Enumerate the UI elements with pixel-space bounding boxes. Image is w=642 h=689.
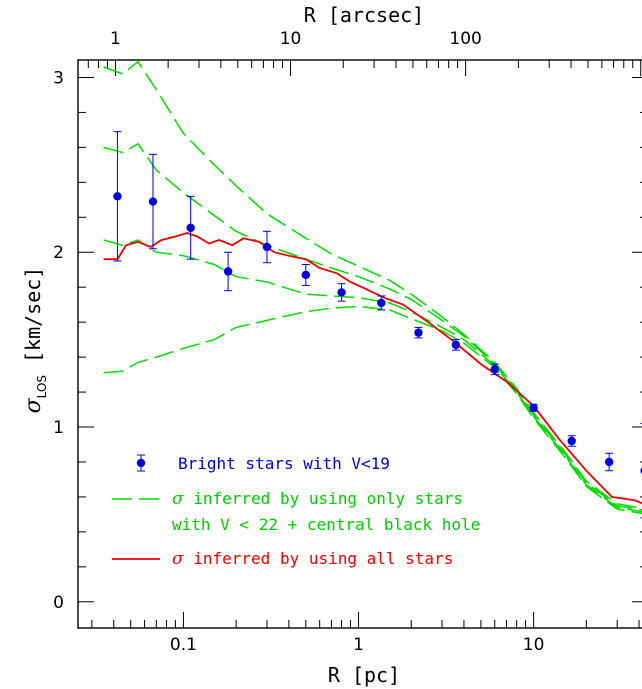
y-axis-subscript: LOS [35,375,49,398]
data-point [490,365,499,374]
y-tick-label: 1 [53,418,64,438]
axis-ticks: 0.1 1 10 1 10 100 0 1 2 3 [53,29,642,655]
data-point [113,192,122,201]
data-point [223,267,233,276]
series-line-v22 [103,142,642,511]
x-top-tick-label: 100 [449,29,481,49]
x-top-tick-label: 10 [280,29,302,49]
series-line-v22 [103,239,642,513]
legend-swatch-points [136,454,146,472]
data-point [451,340,461,350]
data-point [529,403,538,412]
data-point [567,436,576,446]
y-axis-units: [km/sec] [21,267,45,363]
y-tick-label: 3 [53,68,64,88]
data-point [186,223,195,232]
svg-text:σLOS[km/sec]: σLOS [km/sec] [21,267,49,414]
x-top-axis-title: R [arcsec] [304,3,424,27]
data-point [337,288,346,297]
legend: Bright stars with V<19 σ inferred by usi… [112,454,480,569]
legend-label-solid: σ inferred by using all stars [172,549,453,569]
data-point [414,328,423,337]
plot-frame [77,59,642,629]
plot-area [103,60,642,519]
data-point [148,197,158,206]
data-point [604,457,614,467]
x-axis-title: R [pc] [328,663,400,687]
data-point [377,298,386,308]
legend-label-dashed: σ inferred by using only stars [172,489,463,509]
y-tick-label: 0 [53,593,64,613]
legend-label-points: Bright stars with V<19 [178,454,390,473]
series-line-v22 [103,60,642,509]
y-tick-label: 2 [53,243,64,263]
series-line-v22 [103,305,642,515]
data-point [301,270,311,280]
data-point [262,242,272,252]
x-tick-label: 10 [523,635,545,655]
legend-label-dashed-line2: with V < 22 + central black hole [172,515,480,534]
y-axis-symbol: σ [21,397,46,413]
y-axis-title: σLOS [km/sec] [21,267,49,414]
x-top-tick-label: 1 [110,29,121,49]
x-tick-label: 0.1 [170,635,197,655]
series-line-all-stars [103,232,642,505]
x-tick-label: 1 [353,635,364,655]
